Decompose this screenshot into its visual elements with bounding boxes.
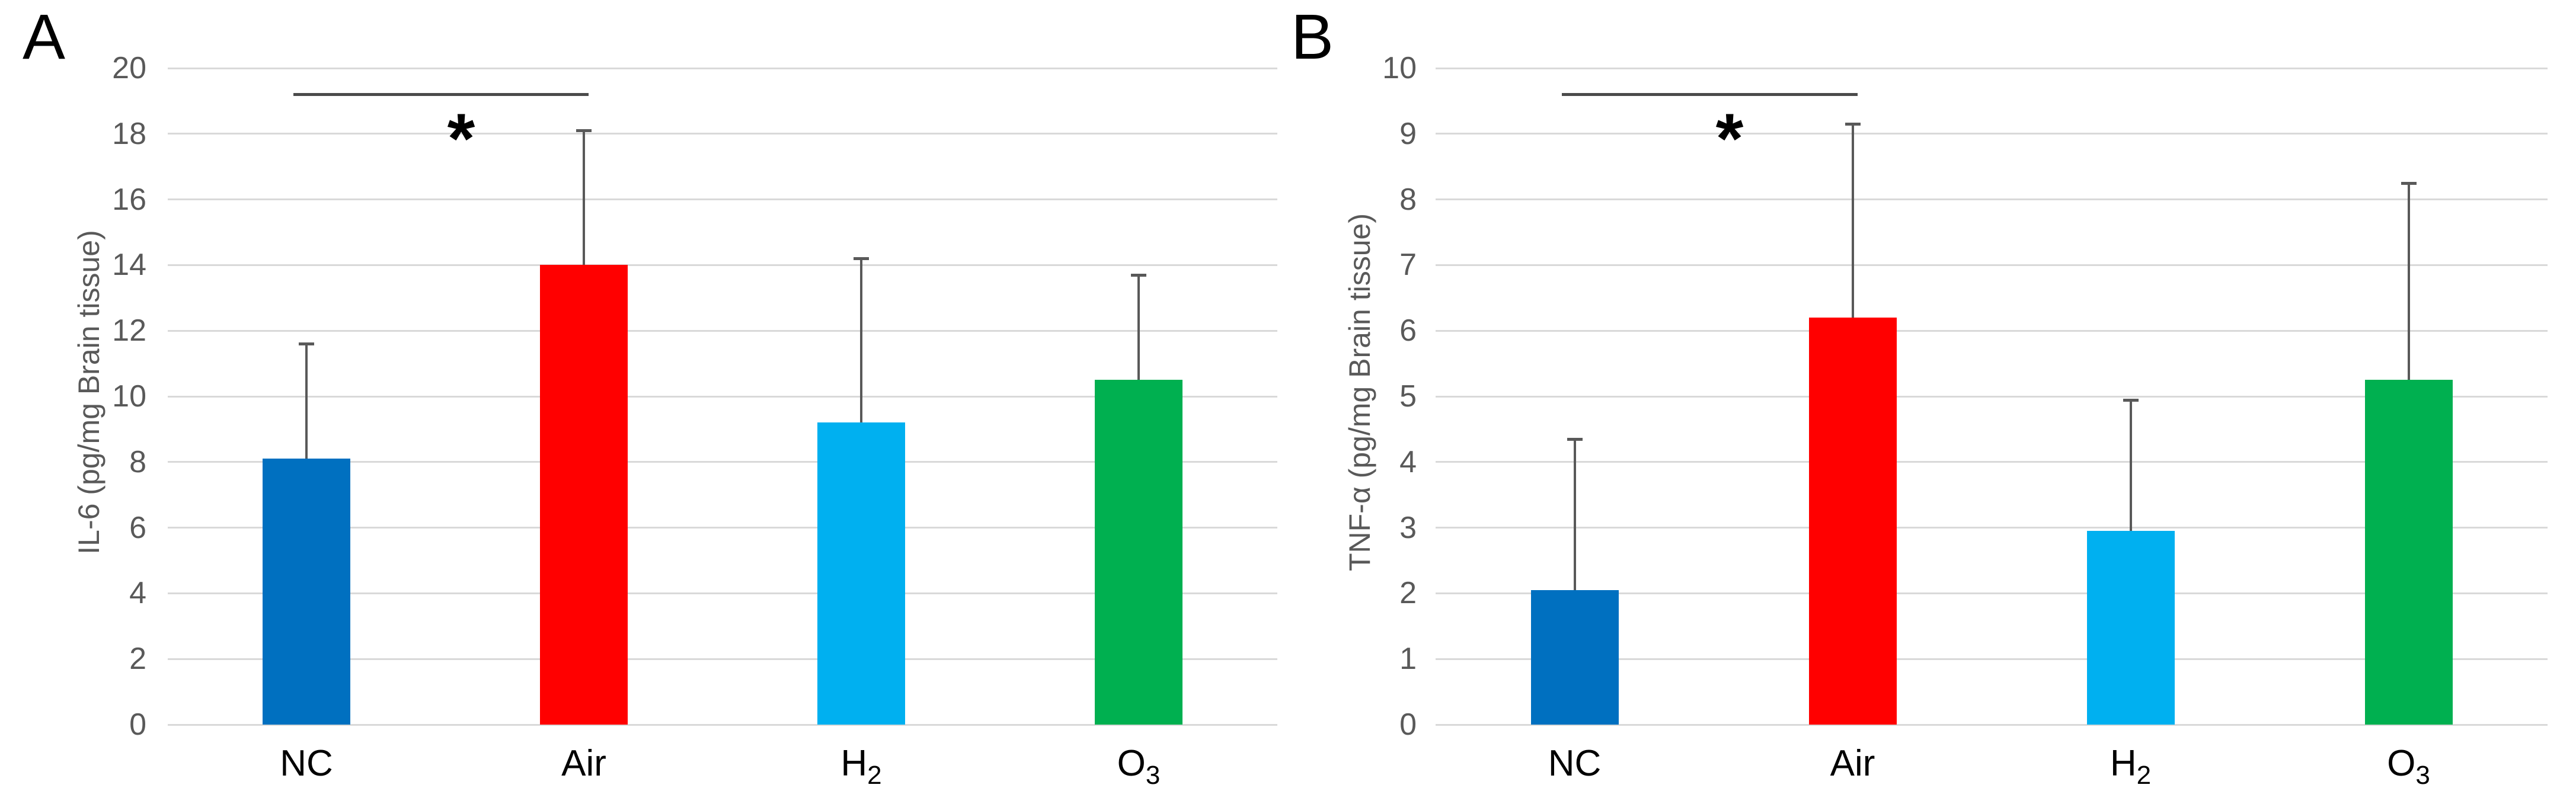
y-tick-label: 5 <box>1399 379 1417 414</box>
error-bar-cap <box>576 129 592 133</box>
significance-asterisk: * <box>1715 98 1744 178</box>
error-bar-whisker <box>2129 399 2132 531</box>
error-bar-whisker <box>2407 182 2410 380</box>
y-tick-label: 6 <box>1399 313 1417 348</box>
error-bar-cap <box>854 257 869 261</box>
bar-air <box>540 265 628 725</box>
gridline <box>1436 658 2548 660</box>
gridline <box>1436 198 2548 201</box>
x-category-subscript: 2 <box>867 761 882 790</box>
x-category-text: NC <box>280 743 333 784</box>
gridline <box>1436 461 2548 463</box>
y-tick-label: 12 <box>112 313 146 348</box>
y-tick-label: 6 <box>129 510 146 545</box>
panel-letter-a: A <box>23 1 66 72</box>
y-tick-label: 7 <box>1399 248 1417 283</box>
gridline <box>168 133 1277 135</box>
gridline <box>1436 133 2548 135</box>
y-tick-label: 0 <box>1399 707 1417 742</box>
y-tick-label: 8 <box>129 444 146 479</box>
gridline <box>1436 723 2548 726</box>
error-bar-cap <box>2123 398 2139 402</box>
significance-line <box>293 92 589 96</box>
gridline <box>168 592 1277 594</box>
y-tick-label: 4 <box>129 576 146 611</box>
error-bar-whisker <box>1137 275 1140 380</box>
gridline <box>168 198 1277 201</box>
x-category-label: Air <box>1734 743 1971 784</box>
error-bar-whisker <box>1573 439 1576 590</box>
y-tick-label: 1 <box>1399 642 1417 677</box>
error-bar-cap <box>2401 181 2417 185</box>
gridline <box>168 67 1277 69</box>
gridline <box>168 723 1277 726</box>
error-bar-whisker <box>1851 124 1854 318</box>
y-tick-label: 9 <box>1399 116 1417 151</box>
y-tick-label: 18 <box>112 116 146 151</box>
x-category-text: O <box>2387 743 2416 784</box>
panel-letter-b: B <box>1291 1 1334 72</box>
bar-o3 <box>1095 380 1182 725</box>
gridline <box>168 264 1277 266</box>
y-tick-label: 14 <box>112 248 146 283</box>
x-category-text: H <box>840 743 868 784</box>
y-tick-label: 10 <box>112 379 146 414</box>
x-category-label: H2 <box>2012 743 2249 789</box>
gridline <box>168 461 1277 463</box>
y-tick-label: 3 <box>1399 510 1417 545</box>
x-category-subscript: 2 <box>2136 761 2152 790</box>
y-tick-label: 10 <box>1382 51 1417 85</box>
x-category-text: H <box>2110 743 2137 784</box>
gridline <box>168 329 1277 332</box>
x-category-subscript: 3 <box>2415 761 2430 790</box>
error-bar-whisker <box>860 258 862 423</box>
significance-line <box>1561 92 1858 96</box>
gridline <box>1436 395 2548 398</box>
error-bar-whisker <box>305 344 308 459</box>
y-tick-label: 4 <box>1399 444 1417 479</box>
gridline <box>1436 592 2548 594</box>
significance-asterisk: * <box>447 98 475 178</box>
gridline <box>1436 67 2548 69</box>
x-category-text: NC <box>1548 743 1602 784</box>
x-category-label: NC <box>1456 743 1693 784</box>
gridline <box>1436 527 2548 529</box>
bar-air <box>1808 318 1897 725</box>
y-tick-label: 0 <box>129 707 146 742</box>
gridline <box>168 527 1277 529</box>
error-bar-whisker <box>583 130 585 265</box>
gridline <box>1436 264 2548 266</box>
error-bar-cap <box>1567 438 1583 441</box>
x-category-text: Air <box>561 743 606 784</box>
gridline <box>168 658 1277 660</box>
bar-nc <box>1530 590 1619 725</box>
x-category-label: O3 <box>1020 743 1257 789</box>
bar-o3 <box>2364 380 2453 725</box>
x-category-label: H2 <box>743 743 980 789</box>
bar-h2 <box>817 422 905 725</box>
x-category-subscript: 3 <box>1145 761 1161 790</box>
x-category-label: NC <box>188 743 425 784</box>
gridline <box>1436 329 2548 332</box>
error-bar-cap <box>1845 123 1861 126</box>
x-category-label: Air <box>465 743 702 784</box>
x-category-text: O <box>1117 743 1146 784</box>
y-tick-label: 16 <box>112 182 146 217</box>
y-tick-label: 20 <box>112 51 146 85</box>
y-tick-label: 2 <box>129 642 146 677</box>
gridline <box>168 395 1277 398</box>
bar-h2 <box>2086 531 2175 725</box>
error-bar-cap <box>1131 274 1146 277</box>
error-bar-cap <box>299 342 314 346</box>
x-category-label: O3 <box>2290 743 2527 789</box>
y-tick-label: 8 <box>1399 182 1417 217</box>
x-category-text: Air <box>1830 743 1875 784</box>
y-tick-label: 2 <box>1399 576 1417 611</box>
bar-nc <box>263 459 350 725</box>
